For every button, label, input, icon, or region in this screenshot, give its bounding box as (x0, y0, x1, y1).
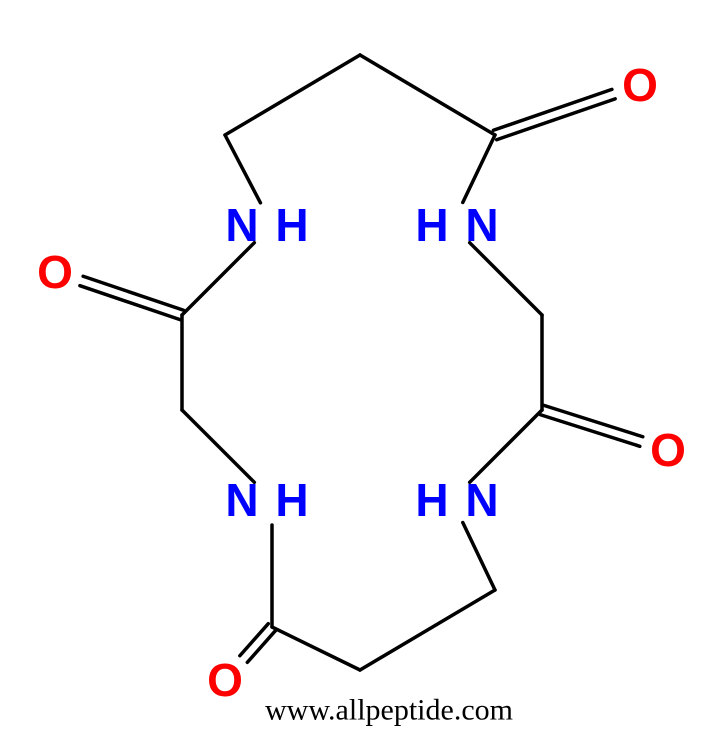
atom-hydrogen: H (275, 474, 308, 526)
atom-nitrogen: N (225, 474, 258, 526)
atom-oxygen: O (37, 246, 73, 298)
bond-line (493, 89, 612, 130)
bond-line (240, 624, 268, 656)
bond-line (182, 243, 254, 315)
atom-oxygen: O (207, 654, 243, 706)
bond-line (463, 523, 495, 590)
bond-line (497, 99, 616, 140)
molecule-diagram: NHNHNHNHOOOOwww.allpeptide.com (0, 0, 724, 734)
bond-line (470, 243, 542, 315)
atom-nitrogen: N (225, 199, 258, 251)
atom-hydrogen: H (275, 199, 308, 251)
bond-line (463, 135, 495, 202)
bond-line (360, 590, 495, 670)
atom-hydrogen: H (415, 199, 448, 251)
bond-line (360, 55, 495, 135)
atom-nitrogen: N (465, 199, 498, 251)
atom-nitrogen: N (465, 474, 498, 526)
atom-oxygen: O (650, 424, 686, 476)
bond-line (247, 630, 275, 662)
bond-line (470, 410, 542, 482)
bond-line (225, 135, 260, 203)
atom-oxygen: O (622, 59, 658, 111)
atom-hydrogen: H (415, 474, 448, 526)
bond-line (272, 627, 360, 670)
bond-line (182, 410, 254, 482)
watermark-text: www.allpeptide.com (265, 694, 513, 727)
bond-line (225, 55, 360, 135)
